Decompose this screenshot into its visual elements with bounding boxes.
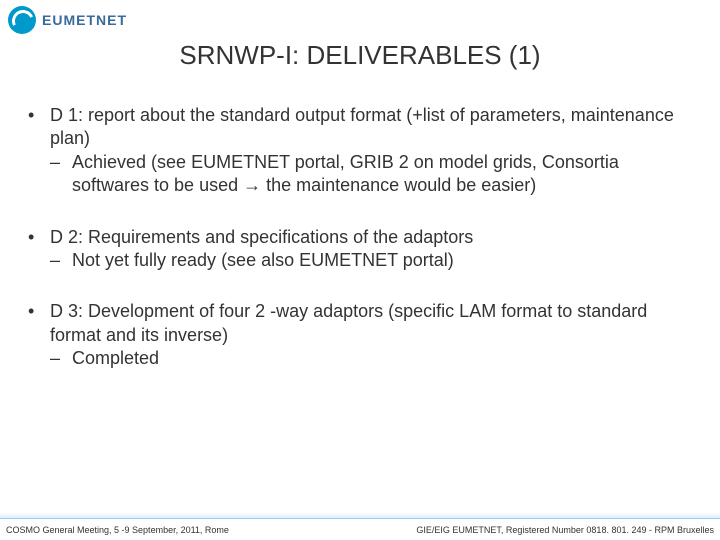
footer-left: COSMO General Meeting, 5 -9 September, 2… bbox=[6, 525, 229, 535]
sub-bullet-text: Achieved (see EUMETNET portal, GRIB 2 on… bbox=[72, 151, 692, 198]
footer-right: GIE/EIG EUMETNET, Registered Number 0818… bbox=[416, 525, 714, 535]
logo: EUMETNET bbox=[8, 6, 127, 34]
slide-title: SRNWP-I: DELIVERABLES (1) bbox=[0, 40, 720, 71]
slide-content: • D 1: report about the standard output … bbox=[28, 104, 692, 399]
sub-bullet-marker: – bbox=[50, 347, 72, 370]
bullet-text: D 3: Development of four 2 -way adaptors… bbox=[50, 300, 692, 347]
footer: COSMO General Meeting, 5 -9 September, 2… bbox=[0, 518, 720, 540]
bullet-marker: • bbox=[28, 104, 50, 151]
bullet-item: • D 1: report about the standard output … bbox=[28, 104, 692, 198]
logo-icon bbox=[8, 6, 36, 34]
bullet-marker: • bbox=[28, 226, 50, 249]
sub-bullet-text: Completed bbox=[72, 347, 692, 370]
bullet-text: D 2: Requirements and specifications of … bbox=[50, 226, 692, 249]
bullet-marker: • bbox=[28, 300, 50, 347]
bullet-item: • D 2: Requirements and specifications o… bbox=[28, 226, 692, 273]
sub-bullet-marker: – bbox=[50, 151, 72, 198]
logo-text: EUMETNET bbox=[42, 12, 127, 28]
bullet-text: D 1: report about the standard output fo… bbox=[50, 104, 692, 151]
sub-bullet-marker: – bbox=[50, 249, 72, 272]
bullet-item: • D 3: Development of four 2 -way adapto… bbox=[28, 300, 692, 370]
sub-bullet-text: Not yet fully ready (see also EUMETNET p… bbox=[72, 249, 692, 272]
